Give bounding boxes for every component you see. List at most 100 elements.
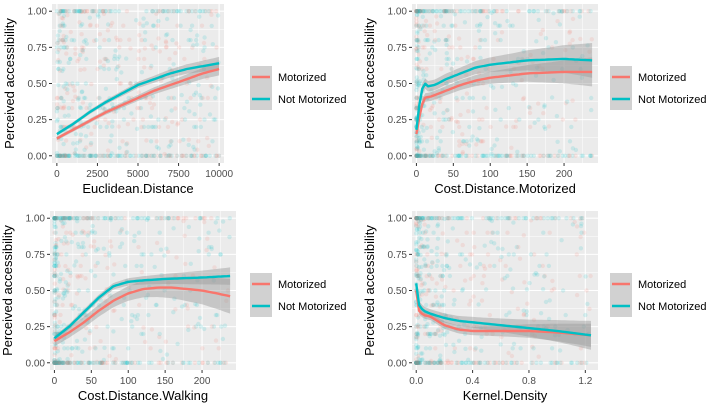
scatter-point-not-motorized — [420, 216, 425, 221]
scatter-point-not-motorized — [429, 248, 434, 254]
scatter-point-motorized — [201, 40, 207, 46]
scatter-point-motorized — [414, 95, 419, 101]
scatter-point-motorized — [515, 153, 520, 158]
scatter-point-motorized — [540, 27, 545, 33]
scatter-point-motorized — [52, 216, 57, 221]
scatter-point-motorized — [166, 153, 171, 158]
scatter-point-not-motorized — [560, 9, 565, 14]
scatter-point-motorized — [56, 263, 61, 269]
scatter-point-not-motorized — [76, 97, 81, 102]
scatter-point-motorized — [540, 263, 545, 269]
scatter-point-not-motorized — [474, 265, 479, 270]
scatter-point-motorized — [504, 153, 509, 158]
y-tick-label: 0.25 — [26, 322, 46, 333]
scatter-point-motorized — [146, 153, 152, 158]
scatter-point-motorized — [202, 56, 207, 62]
scatter-point-not-motorized — [157, 216, 163, 221]
scatter-point-motorized — [209, 324, 215, 329]
scatter-point-not-motorized — [418, 357, 423, 363]
scatter-point-not-motorized — [110, 360, 116, 365]
scatter-point-motorized — [63, 263, 68, 269]
scatter-point-motorized — [92, 239, 97, 244]
scatter-point-motorized — [61, 276, 66, 282]
scatter-point-not-motorized — [414, 351, 419, 356]
scatter-point-not-motorized — [485, 14, 490, 20]
scatter-point-motorized — [480, 117, 485, 122]
scatter-point-not-motorized — [471, 360, 476, 365]
scatter-point-motorized — [538, 153, 543, 158]
scatter-point-not-motorized — [192, 147, 197, 152]
scatter-point-not-motorized — [197, 216, 202, 221]
scatter-point-motorized — [105, 153, 111, 158]
scatter-point-motorized — [91, 360, 96, 365]
scatter-point-not-motorized — [52, 252, 57, 257]
scatter-point-not-motorized — [489, 146, 494, 152]
scatter-point-not-motorized — [55, 349, 60, 354]
scatter-point-motorized — [175, 216, 180, 221]
scatter-point-not-motorized — [424, 73, 429, 78]
scatter-point-motorized — [202, 219, 207, 225]
scatter-point-motorized — [417, 153, 422, 158]
scatter-point-not-motorized — [414, 79, 419, 84]
scatter-point-motorized — [416, 313, 422, 318]
scatter-point-motorized — [428, 358, 434, 364]
scatter-point-motorized — [164, 44, 169, 49]
scatter-point-not-motorized — [435, 327, 441, 333]
scatter-point-motorized — [158, 78, 164, 84]
confidence-band-motorized — [54, 276, 231, 347]
scatter-point-motorized — [53, 290, 58, 295]
y-tick-label: 0.50 — [26, 286, 46, 297]
scatter-point-motorized — [437, 304, 442, 309]
scatter-point-not-motorized — [217, 360, 223, 365]
scatter-point-not-motorized — [414, 216, 419, 221]
scatter-point-not-motorized — [85, 288, 91, 293]
scatter-point-not-motorized — [52, 290, 57, 295]
scatter-point-not-motorized — [467, 143, 472, 148]
scatter-point-not-motorized — [414, 23, 419, 28]
scatter-point-motorized — [68, 273, 73, 279]
scatter-point-not-motorized — [585, 43, 590, 48]
scatter-point-not-motorized — [506, 216, 511, 221]
scatter-point-motorized — [59, 15, 64, 21]
scatter-point-motorized — [174, 41, 179, 46]
scatter-point-not-motorized — [419, 139, 425, 144]
scatter-point-not-motorized — [160, 9, 166, 14]
scatter-point-not-motorized — [414, 48, 420, 53]
scatter-point-motorized — [417, 148, 422, 154]
scatter-point-not-motorized — [207, 112, 213, 117]
scatter-point-not-motorized — [463, 153, 468, 158]
scatter-point-not-motorized — [98, 124, 103, 130]
scatter-point-motorized — [55, 105, 60, 111]
scatter-point-not-motorized — [541, 324, 546, 329]
scatter-point-not-motorized — [535, 216, 540, 221]
scatter-point-not-motorized — [433, 47, 438, 53]
scatter-point-motorized — [563, 47, 568, 53]
scatter-point-not-motorized — [70, 346, 75, 351]
scatter-point-motorized — [414, 334, 419, 340]
scatter-point-not-motorized — [57, 11, 62, 16]
scatter-point-motorized — [415, 99, 420, 104]
scatter-point-not-motorized — [68, 270, 73, 276]
scatter-point-motorized — [429, 303, 434, 308]
scatter-point-not-motorized — [96, 302, 102, 308]
scatter-point-not-motorized — [157, 331, 162, 337]
scatter-point-motorized — [52, 329, 57, 334]
scatter-point-not-motorized — [97, 95, 102, 101]
scatter-point-motorized — [52, 360, 57, 365]
scatter-point-motorized — [532, 333, 537, 339]
scatter-point-motorized — [536, 101, 541, 106]
scatter-point-motorized — [499, 30, 505, 35]
scatter-point-not-motorized — [414, 360, 419, 365]
scatter-point-motorized — [124, 150, 129, 155]
scatter-point-not-motorized — [442, 312, 447, 318]
scatter-point-motorized — [55, 95, 60, 101]
scatter-point-not-motorized — [415, 331, 420, 337]
scatter-point-not-motorized — [150, 9, 155, 14]
scatter-point-motorized — [429, 360, 435, 365]
scatter-point-not-motorized — [462, 322, 467, 327]
scatter-point-motorized — [495, 37, 501, 43]
scatter-point-motorized — [127, 81, 133, 86]
scatter-point-not-motorized — [108, 217, 113, 223]
scatter-point-not-motorized — [431, 360, 437, 365]
